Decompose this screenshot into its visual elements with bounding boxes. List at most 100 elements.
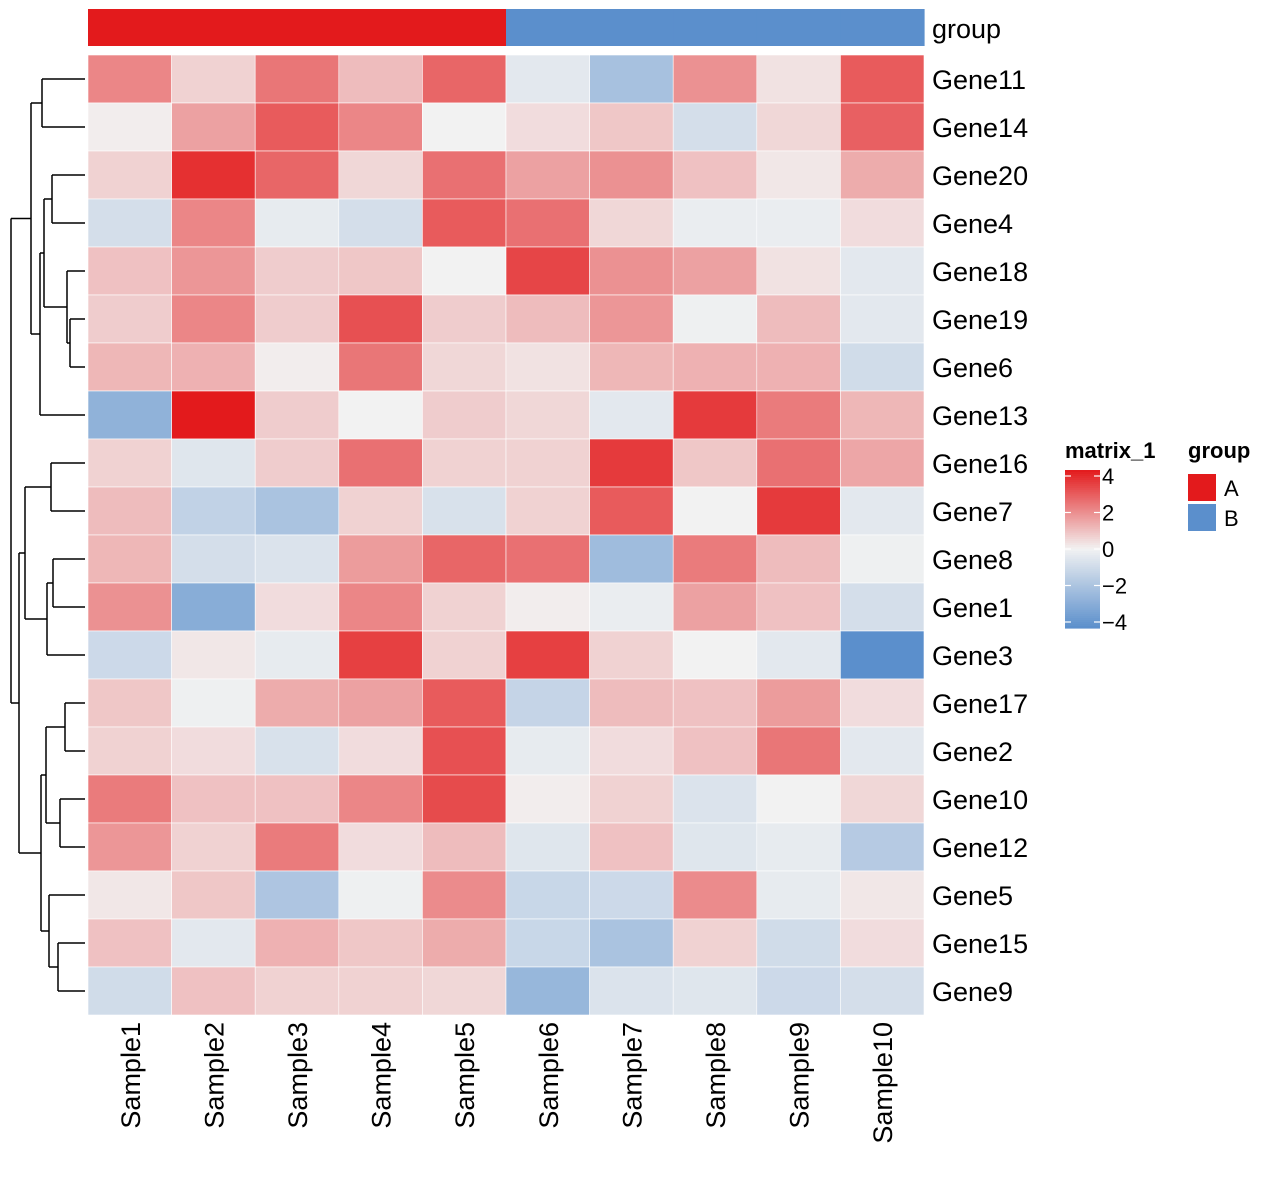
color-scale-gradient-step [1065,558,1100,562]
color-scale-gradient-step [1065,513,1100,517]
color-scale-gradient-step [1065,618,1100,621]
heatmap-cell [422,534,507,584]
heatmap-cell [422,630,507,680]
heatmap-cell [254,630,340,680]
heatmap-cell [87,390,172,440]
heatmap-cell [171,246,256,296]
heatmap-cell [589,54,674,104]
color-scale-gradient-step [1065,614,1100,617]
color-scale-gradient-step [1065,501,1100,505]
row-label: Gene5 [932,881,1013,911]
heatmap-cell [422,342,507,392]
row-dendrogram [10,78,85,992]
heatmap-cell [338,438,423,488]
color-scale-gradient-step [1065,533,1100,536]
group-annotation-bar [88,9,925,46]
color-scale-gradient-step [1065,606,1100,609]
group-annotation-cell [840,9,925,46]
color-scale-gradient-step [1065,622,1100,625]
color-scale-gradient-step [1065,624,1100,627]
heatmap-cell [672,582,758,632]
heatmap-cell [171,870,256,920]
row-label: Gene8 [932,545,1013,575]
heatmap-cell [505,150,590,200]
color-scale-gradient-step [1065,475,1100,479]
heatmap-cell [756,870,841,920]
color-scale-gradient-step [1065,525,1100,528]
heatmap-cell [254,678,340,728]
color-scale-title: matrix_1 [1065,438,1156,463]
heatmap-cell [422,150,507,200]
heatmap-cell [254,198,340,248]
heatmap-cell [87,342,172,392]
heatmap-cell [338,102,423,152]
heatmap-cell [589,102,674,152]
heatmap-cell [505,294,590,344]
column-label: Sample5 [450,1022,480,1129]
row-label: Gene16 [932,449,1028,479]
heatmap-cell [672,390,758,440]
heatmap-cell [254,918,340,968]
heatmap-cell [505,630,590,680]
heatmap-cell [505,582,590,632]
heatmap-cell [672,294,758,344]
color-scale-gradient-step [1065,602,1100,605]
heatmap-cell [87,678,172,728]
color-scale-gradient-step [1065,576,1100,580]
color-scale-tick-label: 4 [1102,464,1114,489]
color-scale-gradient-step [1065,578,1100,582]
row-label: Gene2 [932,737,1013,767]
heatmap-cell [672,774,758,824]
heatmap-cell [589,966,674,1016]
row-label: Gene10 [932,785,1028,815]
heatmap-cell [672,822,758,872]
column-label: Sample2 [199,1022,229,1129]
heatmap-cell [756,534,841,584]
heatmap-cell [422,246,507,296]
color-scale-gradient-step [1065,507,1100,511]
color-scale-gradient-step [1065,539,1100,542]
color-scale-gradient-step [1065,590,1100,594]
heatmap-cell [840,390,925,440]
color-scale-gradient-step [1065,560,1100,564]
heatmap-cell [254,102,340,152]
heatmap-cell [840,966,925,1016]
heatmap-cell [840,726,925,776]
color-scale-gradient-step [1065,564,1100,568]
heatmap-cell [254,582,340,632]
heatmap-cell [505,918,590,968]
heatmap-cell [87,822,172,872]
row-label: Gene9 [932,977,1013,1007]
heatmap-cell [422,918,507,968]
heatmap-cells [87,54,925,1016]
color-scale-gradient-step [1065,523,1100,526]
heatmap-cell [589,870,674,920]
color-scale-gradient-step [1065,519,1100,522]
heatmap-cell [756,294,841,344]
color-scale-gradient-step [1065,586,1100,590]
row-label: Gene12 [932,833,1028,863]
heatmap-cell [338,822,423,872]
group-legend-swatch [1188,474,1216,501]
heatmap-cell [672,102,758,152]
heatmap-cell [87,918,172,968]
color-scale-gradient-step [1065,552,1100,556]
heatmap-cell [756,966,841,1016]
heatmap-cell [589,918,674,968]
row-label: Gene7 [932,497,1013,527]
color-scale-gradient-step [1065,537,1100,540]
row-label: Gene13 [932,401,1028,431]
row-label: Gene6 [932,353,1013,383]
row-label: Gene11 [932,65,1026,95]
column-label: Sample8 [701,1022,731,1129]
heatmap-cell [171,54,256,104]
color-scale-gradient-step [1065,477,1100,481]
heatmap-cell [254,246,340,296]
heatmap-cell [171,294,256,344]
heatmap-cell [505,54,590,104]
heatmap-cell [505,438,590,488]
heatmap-cell [840,198,925,248]
heatmap-cell [840,870,925,920]
heatmap-cell [254,342,340,392]
row-label: Gene19 [932,305,1028,335]
